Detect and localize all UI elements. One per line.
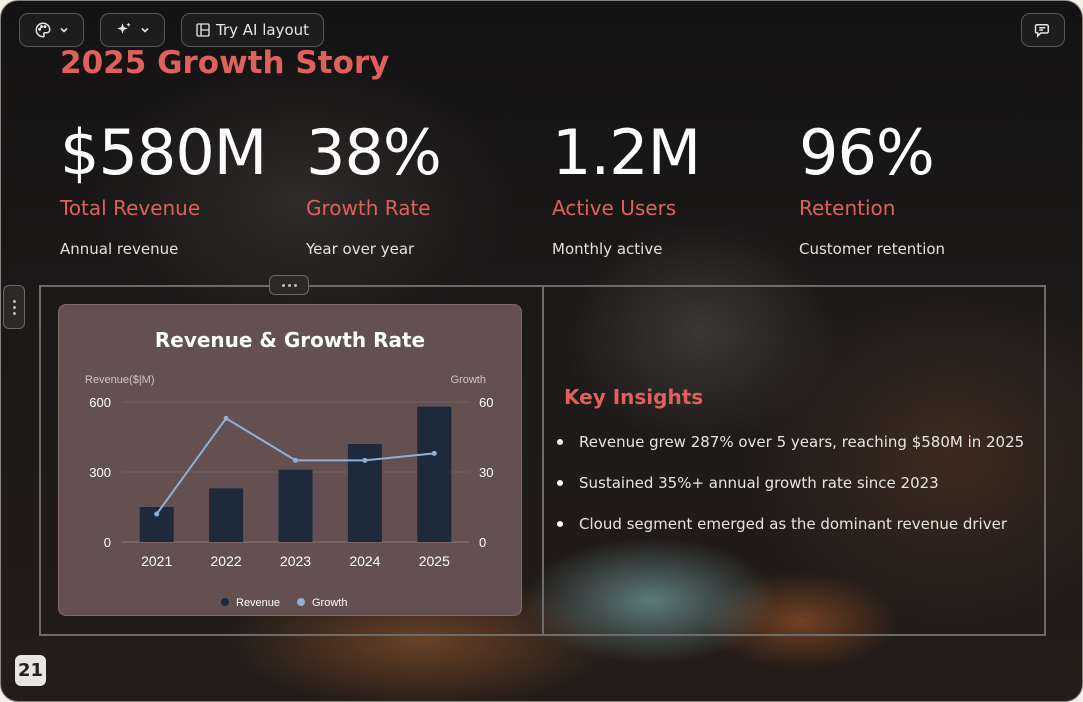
page-number[interactable]: 21: [15, 655, 46, 686]
revenue-bar: [278, 469, 313, 542]
y-axis-label-right: Growth: [451, 374, 486, 386]
chart-title: Revenue & Growth Rate: [155, 328, 425, 352]
stat-value: 1.2M: [552, 116, 701, 189]
stat-value: 38%: [306, 116, 442, 189]
try-ai-layout-button[interactable]: Try AI layout: [181, 13, 324, 47]
y-tick-label-right: 30: [479, 465, 493, 480]
revenue-bar: [209, 488, 244, 542]
stat-total-revenue: $580M Total Revenue Annual revenue: [60, 113, 290, 258]
bullet-icon: [557, 480, 563, 486]
try-ai-layout-label: Try AI layout: [216, 21, 310, 39]
list-item: Sustained 35%+ annual growth rate since …: [557, 472, 1024, 513]
growth-point: [431, 450, 437, 456]
layout-icon: [195, 22, 211, 38]
insight-text: Cloud segment emerged as the dominant re…: [579, 515, 1007, 533]
growth-point: [154, 511, 160, 517]
bullet-icon: [557, 521, 563, 527]
revenue-bar: [417, 406, 452, 542]
comment-button[interactable]: [1021, 13, 1065, 47]
growth-point: [362, 457, 368, 463]
legend-revenue-label: Revenue: [236, 597, 280, 609]
y-tick-label-right: 60: [479, 395, 493, 410]
insights-list: Revenue grew 287% over 5 years, reaching…: [557, 431, 1024, 554]
y-tick-label-left: 300: [89, 465, 111, 480]
chevron-down-icon: [140, 25, 150, 35]
column-divider[interactable]: [542, 285, 544, 636]
ai-button[interactable]: [100, 13, 165, 47]
x-tick-label: 2025: [419, 553, 450, 569]
revenue-growth-chart: Revenue & Growth Rate Revenue($|M) Growth 0…: [85, 328, 493, 609]
growth-point: [223, 415, 229, 421]
stat-description: Customer retention: [799, 240, 946, 258]
y-tick-label-right: 0: [479, 535, 486, 550]
y-axis-label-left: Revenue($|M): [85, 374, 155, 386]
legend-revenue-swatch: [221, 598, 229, 606]
stat-label: Retention: [799, 196, 896, 220]
y-tick-label-left: 600: [89, 395, 111, 410]
palette-icon: [34, 21, 52, 39]
drag-handle-left[interactable]: [3, 285, 25, 329]
chart-card: Revenue & Growth Rate Revenue($|M) Growth 0…: [58, 304, 522, 616]
stat-description: Year over year: [306, 240, 415, 258]
stat-label: Active Users: [552, 196, 677, 220]
stat-active-users: 1.2M Active Users Monthly active: [552, 113, 782, 258]
legend-growth-label: Growth: [312, 597, 347, 609]
insight-text: Revenue grew 287% over 5 years, reaching…: [579, 433, 1025, 451]
stat-description: Annual revenue: [60, 240, 179, 258]
sparkles-icon: [115, 21, 133, 39]
comment-icon: [1034, 21, 1052, 39]
insight-text: Sustained 35%+ annual growth rate since …: [579, 474, 939, 492]
growth-point: [293, 457, 298, 463]
stat-description: Monthly active: [552, 240, 663, 258]
x-tick-label: 2024: [349, 553, 380, 569]
stat-label: Total Revenue: [60, 196, 201, 220]
list-item: Cloud segment emerged as the dominant re…: [557, 513, 1024, 554]
legend-growth-swatch: [297, 598, 305, 606]
stat-value: 96%: [799, 116, 935, 189]
y-tick-label-left: 0: [104, 535, 111, 550]
drag-handle-top[interactable]: [269, 275, 309, 295]
list-item: Revenue grew 287% over 5 years, reaching…: [557, 431, 1024, 472]
stat-growth-rate: 38% Growth Rate Year over year: [306, 113, 536, 258]
bullet-icon: [557, 439, 563, 445]
theme-button[interactable]: [19, 13, 84, 47]
slide-title: 2025 Growth Story: [60, 45, 390, 81]
x-tick-label: 2023: [280, 553, 311, 569]
x-tick-label: 2021: [141, 553, 172, 569]
stat-value: $580M: [60, 116, 267, 189]
x-tick-label: 2022: [211, 553, 242, 569]
chevron-down-icon: [59, 25, 69, 35]
stat-retention: 96% Retention Customer retention: [799, 113, 1029, 258]
insights-title: Key Insights: [564, 385, 704, 409]
stat-label: Growth Rate: [306, 196, 431, 220]
